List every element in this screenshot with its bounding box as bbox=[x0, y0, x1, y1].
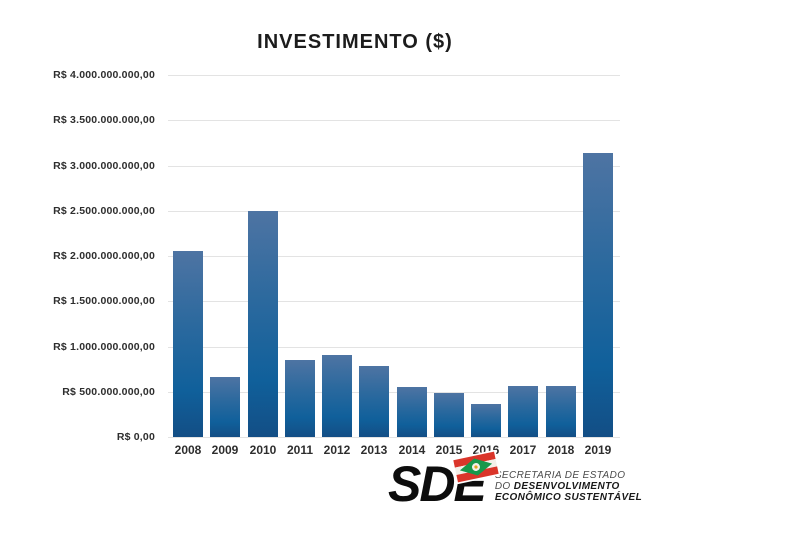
gridline bbox=[168, 120, 620, 122]
org-name: SECRETARIA DE ESTADO DO DESENVOLVIMENTO … bbox=[495, 466, 642, 503]
y-tick-label: R$ 2.500.000.000,00 bbox=[53, 204, 155, 217]
org-line-1: SECRETARIA DE ESTADO bbox=[494, 469, 626, 481]
y-tick-label: R$ 500.000.000,00 bbox=[62, 385, 155, 398]
gridline bbox=[168, 165, 620, 167]
x-tick-label-2017: 2017 bbox=[509, 443, 537, 457]
sde-wordmark: SDE bbox=[388, 450, 501, 509]
gridline bbox=[168, 391, 620, 393]
x-tick-label-2018: 2018 bbox=[547, 443, 575, 457]
x-tick-label-2009: 2009 bbox=[211, 443, 239, 457]
santa-catarina-flag-icon bbox=[451, 450, 501, 484]
gridline bbox=[168, 210, 620, 212]
bar-2010 bbox=[248, 211, 278, 437]
y-tick-label: R$ 1.000.000.000,00 bbox=[53, 340, 155, 353]
y-tick-label: R$ 2.000.000.000,00 bbox=[53, 250, 155, 262]
gridline bbox=[168, 346, 620, 348]
bar-2017 bbox=[508, 386, 538, 437]
bar-2014 bbox=[397, 387, 427, 437]
y-tick-label: R$ 3.000.000.000,00 bbox=[53, 159, 155, 172]
sde-logo: SDE SECRETARIA DE ESTADO DO DESENVOLVIME… bbox=[388, 450, 642, 509]
x-tick-label-2013: 2013 bbox=[360, 443, 388, 457]
bar-2008 bbox=[173, 251, 203, 437]
gridline bbox=[168, 301, 620, 303]
y-tick-label: R$ 1.500.000.000,00 bbox=[53, 295, 155, 308]
bar-2009 bbox=[210, 377, 240, 437]
y-tick-label: R$ 4.000.000.000,00 bbox=[53, 69, 155, 81]
x-tick-label-2012: 2012 bbox=[323, 443, 351, 457]
bar-2016 bbox=[471, 404, 501, 437]
x-tick-label-2019: 2019 bbox=[584, 443, 612, 457]
bar-2018 bbox=[546, 386, 576, 437]
bar-2011 bbox=[285, 360, 315, 437]
plot-area: 2008 2009 2010 2011 2012 2013 2014 2015 2016 2017… bbox=[168, 75, 620, 457]
bar-2015 bbox=[434, 393, 464, 437]
gridline bbox=[168, 256, 620, 257]
y-axis: R$ 0,00 R$ 500.000.000,00 R$ 1.000.000.000… bbox=[0, 69, 156, 443]
bar-2012 bbox=[322, 355, 352, 437]
gridline bbox=[168, 75, 620, 76]
x-tick-label-2015: 2015 bbox=[435, 443, 463, 457]
x-tick-label-2010: 2010 bbox=[249, 443, 277, 457]
x-tick-label-2011: 2011 bbox=[286, 443, 314, 457]
org-line-3: ECONÔMICO SUSTENTÁVEL bbox=[494, 491, 643, 503]
bar-2019 bbox=[583, 153, 613, 437]
bar-2013 bbox=[359, 366, 389, 437]
chart-title: INVESTIMENTO ($) bbox=[257, 31, 453, 53]
y-tick-label: R$ 0,00 bbox=[116, 431, 155, 443]
y-tick-label: R$ 3.500.000.000,00 bbox=[53, 114, 155, 127]
gridline bbox=[168, 437, 620, 438]
org-line-2: DO DESENVOLVIMENTO bbox=[494, 480, 620, 492]
x-tick-label-2014: 2014 bbox=[398, 443, 426, 457]
x-tick-label-2008: 2008 bbox=[174, 443, 202, 457]
